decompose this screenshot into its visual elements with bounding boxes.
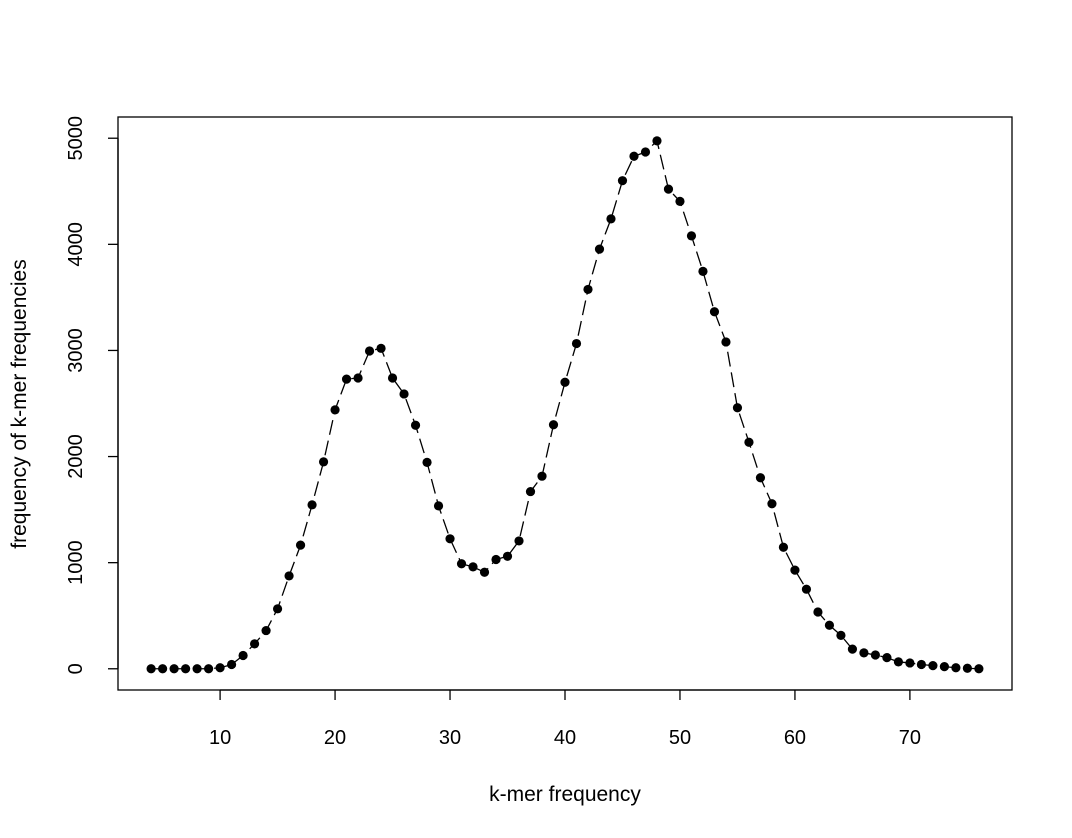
x-axis-title: k-mer frequency bbox=[489, 783, 641, 806]
data-point bbox=[583, 284, 593, 295]
data-point bbox=[502, 551, 513, 561]
data-point bbox=[721, 337, 731, 347]
data-point bbox=[939, 662, 949, 672]
data-point bbox=[514, 536, 524, 546]
series-line bbox=[151, 139, 979, 670]
data-point bbox=[571, 338, 582, 349]
data-point bbox=[813, 607, 823, 617]
plot-frame bbox=[117, 116, 1013, 691]
data-point bbox=[663, 184, 674, 194]
data-point bbox=[238, 650, 248, 661]
data-point bbox=[606, 214, 616, 224]
data-point bbox=[675, 196, 685, 206]
data-point bbox=[399, 389, 409, 399]
data-point bbox=[882, 653, 892, 663]
data-point bbox=[537, 471, 547, 481]
data-point bbox=[181, 664, 191, 674]
data-point bbox=[629, 151, 639, 161]
data-point bbox=[974, 664, 984, 674]
data-point bbox=[594, 244, 605, 254]
data-point bbox=[847, 644, 858, 654]
data-point bbox=[767, 499, 777, 509]
data-point bbox=[272, 604, 283, 614]
data-point bbox=[456, 559, 467, 569]
data-point bbox=[445, 534, 455, 544]
data-point bbox=[203, 664, 214, 674]
data-point bbox=[479, 567, 490, 577]
y-tick-label: 4000 bbox=[65, 222, 87, 266]
data-point bbox=[801, 584, 812, 594]
data-point bbox=[951, 663, 961, 673]
data-point bbox=[560, 377, 570, 387]
data-point bbox=[364, 346, 375, 356]
data-point bbox=[261, 625, 271, 636]
y-tick-label: 3000 bbox=[65, 328, 87, 373]
data-point bbox=[709, 307, 720, 317]
data-point bbox=[836, 630, 846, 640]
y-tick-label: 5000 bbox=[65, 116, 87, 161]
x-tick-label: 70 bbox=[899, 727, 921, 749]
data-point bbox=[640, 147, 651, 157]
data-point bbox=[778, 542, 789, 552]
y-tick-label: 1000 bbox=[65, 540, 87, 585]
data-point bbox=[870, 650, 881, 660]
data-point bbox=[928, 660, 938, 671]
data-point bbox=[491, 554, 501, 565]
data-point bbox=[433, 501, 444, 511]
data-point bbox=[192, 664, 202, 674]
y-tick-label: 2000 bbox=[65, 434, 87, 479]
y-tick-label: 0 bbox=[65, 663, 87, 674]
x-tick-label: 60 bbox=[784, 727, 806, 749]
data-point bbox=[307, 500, 317, 510]
data-point bbox=[410, 420, 421, 430]
data-point bbox=[468, 562, 478, 572]
data-point bbox=[422, 457, 432, 467]
data-point bbox=[755, 473, 766, 483]
data-point bbox=[962, 663, 972, 673]
y-axis: 0 1000 2000 3000 4000 5000 bbox=[65, 116, 119, 674]
data-point bbox=[169, 664, 179, 674]
data-point bbox=[215, 663, 225, 673]
data-point bbox=[387, 373, 398, 383]
data-point bbox=[548, 420, 559, 430]
data-point bbox=[249, 639, 260, 649]
data-point bbox=[652, 136, 662, 146]
data-point bbox=[905, 658, 915, 668]
data-point bbox=[617, 176, 628, 186]
data-point bbox=[916, 659, 927, 670]
x-axis: 10 20 30 40 50 60 70 bbox=[209, 689, 921, 749]
data-point bbox=[525, 486, 536, 497]
data-point bbox=[353, 373, 363, 383]
data-point bbox=[376, 343, 386, 353]
x-tick-label: 30 bbox=[439, 727, 461, 749]
data-point bbox=[318, 457, 329, 467]
data-point bbox=[893, 657, 904, 667]
x-tick-label: 50 bbox=[669, 727, 691, 749]
data-points bbox=[146, 136, 984, 674]
data-point bbox=[686, 231, 697, 241]
data-point bbox=[284, 571, 294, 581]
data-point bbox=[295, 540, 306, 550]
x-tick-label: 20 bbox=[324, 727, 346, 749]
y-axis-title: frequency of k-mer frequencies bbox=[8, 259, 31, 548]
data-point bbox=[341, 374, 352, 384]
x-tick-label: 10 bbox=[209, 727, 231, 749]
data-point bbox=[790, 565, 800, 575]
data-point bbox=[146, 664, 156, 674]
data-point bbox=[226, 659, 237, 670]
data-point bbox=[824, 620, 835, 630]
data-point bbox=[698, 266, 708, 276]
data-point bbox=[158, 664, 168, 674]
data-point bbox=[330, 405, 340, 415]
x-tick-label: 40 bbox=[554, 727, 576, 749]
data-point bbox=[732, 403, 743, 413]
data-point bbox=[744, 437, 754, 447]
data-point bbox=[859, 648, 869, 658]
